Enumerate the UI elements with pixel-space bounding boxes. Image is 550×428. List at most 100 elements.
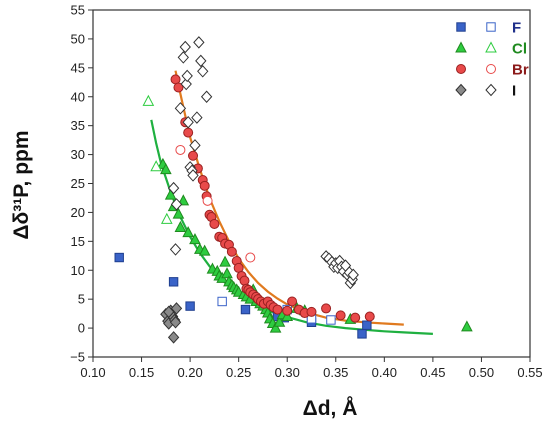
y-axis-title: Δδ³¹P, ppm	[10, 130, 33, 239]
y-tick-label: 25	[71, 176, 85, 191]
legend-marker-i-filled	[455, 83, 467, 97]
legend-marker-i-open	[485, 83, 497, 97]
point-br-open	[245, 252, 256, 263]
point-cl-filled	[182, 226, 194, 238]
point-br-filled	[226, 246, 237, 257]
point-i-open	[181, 69, 193, 83]
x-axis-title: Δd, Å	[303, 396, 358, 420]
point-br-filled	[364, 311, 375, 322]
point-f-filled	[185, 301, 195, 311]
point-cl-filled	[198, 244, 211, 256]
point-i-open	[193, 36, 205, 49]
point-f-filled	[240, 304, 251, 315]
axes: 0.10 0.15 0.20 0.25 0.30 0.35 0.40 0.45 0.50 0.55…	[70, 3, 542, 381]
point-i-filled	[170, 302, 183, 315]
legend-label-f: F	[512, 20, 521, 37]
legend-label-i: I	[512, 83, 516, 100]
legend-marker-f-filled	[456, 22, 466, 32]
point-cl-filled	[177, 194, 190, 206]
plot-frame	[92, 9, 531, 358]
x-tick-label: 0.50	[469, 365, 494, 380]
y-tick-label: 55	[71, 3, 85, 18]
y-tick-label: −5	[70, 350, 85, 365]
y-tick-label: 15	[71, 234, 85, 249]
point-cl-filled	[164, 188, 177, 200]
y-tick-label: 10	[71, 263, 85, 278]
point-i-filled	[167, 331, 180, 344]
point-i-open	[197, 65, 209, 78]
point-f-filled	[168, 277, 179, 287]
point-br-filled	[272, 304, 283, 315]
y-tick-label: 50	[71, 31, 85, 46]
y-tick-label: 20	[71, 205, 85, 220]
point-i-open	[167, 181, 180, 195]
point-i-open	[179, 40, 191, 54]
point-i-open	[187, 169, 199, 182]
legend: F Cl Br I	[455, 20, 529, 100]
legend-label-cl: Cl	[512, 41, 527, 58]
point-br-open	[175, 144, 186, 155]
point-i-open	[200, 90, 213, 103]
point-cl-filled	[189, 233, 201, 245]
point-i-open	[191, 111, 203, 124]
point-cl-open	[142, 94, 155, 106]
point-f-filled	[362, 320, 372, 330]
legend-marker-cl-open	[485, 41, 497, 53]
point-br-filled	[306, 306, 317, 317]
x-tick-label: 0.15	[129, 365, 154, 380]
data-points	[114, 36, 473, 344]
point-i-open	[189, 139, 201, 152]
y-tick-label: 30	[71, 147, 85, 162]
point-br-filled	[335, 310, 346, 321]
point-br-filled	[350, 312, 361, 323]
x-tick-label: 0.25	[226, 365, 251, 380]
legend-marker-br-open	[486, 64, 496, 74]
point-br-filled	[287, 296, 298, 307]
x-tick-label: 0.20	[177, 365, 202, 380]
legend-marker-cl-filled	[455, 41, 467, 53]
x-tick-label: 0.45	[420, 365, 445, 380]
point-i-open	[177, 51, 189, 64]
point-br-filled	[183, 127, 194, 138]
y-tick-label: 0	[78, 321, 85, 336]
point-cl-filled	[281, 309, 294, 322]
x-tick-label: 0.30	[275, 365, 300, 380]
x-tick-label: 0.10	[80, 365, 105, 380]
x-tick-label: 0.55	[517, 365, 542, 380]
y-tick-label: 5	[78, 292, 85, 307]
point-i-open	[347, 268, 359, 282]
point-cl-filled	[160, 163, 172, 175]
legend-marker-f-open	[486, 22, 496, 32]
point-br-filled	[173, 82, 184, 93]
point-br-filled	[239, 275, 250, 286]
point-i-open	[169, 243, 182, 256]
point-i-open	[195, 54, 207, 68]
point-br-filled	[199, 180, 210, 191]
point-f-open	[326, 315, 336, 325]
point-cl-filled	[219, 255, 231, 267]
point-i-open	[182, 115, 194, 129]
point-cl-filled	[269, 321, 282, 333]
point-i-open	[170, 198, 183, 211]
point-i-open	[180, 77, 192, 91]
point-f-filled	[114, 252, 124, 263]
point-cl-filled	[172, 207, 185, 219]
fit-curves	[150, 70, 433, 335]
point-cl-open	[160, 212, 173, 224]
legend-marker-br-filled	[456, 64, 466, 74]
y-tick-label: 35	[71, 118, 85, 133]
point-f-open	[217, 296, 227, 307]
point-cl-filled	[221, 267, 233, 279]
point-br-filled	[282, 305, 293, 316]
y-tick-label: 45	[71, 60, 85, 75]
x-tick-label: 0.40	[372, 365, 397, 380]
point-i-filled	[163, 305, 175, 319]
legend-label-br: Br	[512, 62, 529, 79]
point-f-filled	[357, 329, 367, 339]
point-i-filled	[169, 316, 182, 329]
point-br-filled	[188, 150, 199, 161]
point-br-filled	[321, 303, 332, 314]
point-br-filled	[209, 218, 220, 229]
x-tick-label: 0.35	[323, 365, 348, 380]
